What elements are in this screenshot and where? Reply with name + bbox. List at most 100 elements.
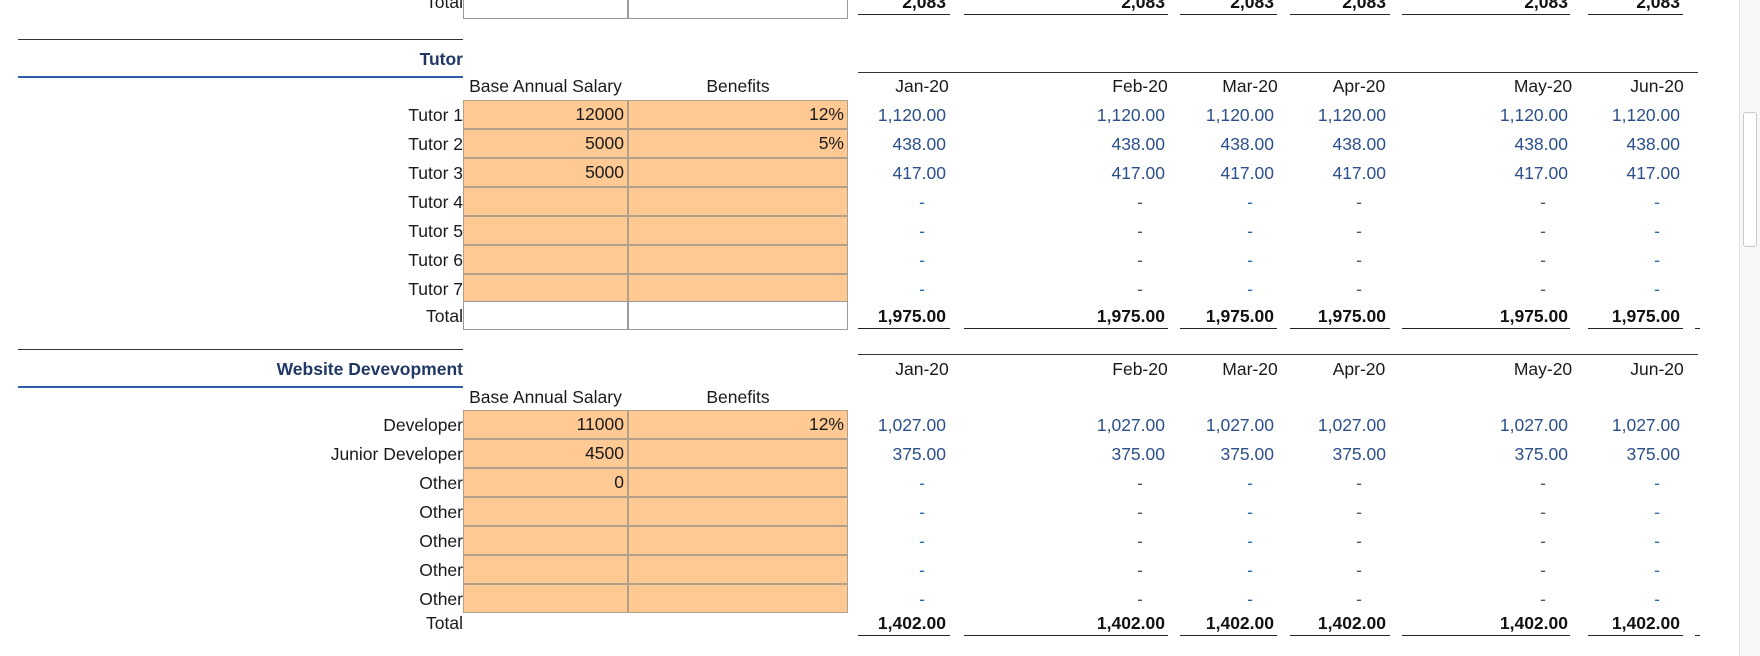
section-title: Website Devevopment [276,359,463,379]
salary-input[interactable] [463,555,628,584]
cell-value-empty: - [1540,531,1546,551]
cell-value-empty: - [1654,279,1660,299]
total-underline [1180,635,1277,636]
salary-input[interactable] [463,497,628,526]
cell-value-empty: - [1540,502,1546,522]
total-benefits-cell[interactable] [628,301,848,330]
benefits-input[interactable] [628,187,848,216]
cell-value-empty: - [1654,221,1660,241]
salary-input[interactable] [463,216,628,245]
salary-input[interactable]: 12000 [463,100,628,129]
benefits-input[interactable] [628,555,848,584]
cell-value: 417.00 [1626,163,1680,183]
cell-value-empty: - [1540,279,1546,299]
cell-value-empty: - [1137,473,1143,493]
cell-value-empty: - [1540,560,1546,580]
cell-value-empty: - [1356,192,1362,212]
cell-value-empty: - [1137,589,1143,609]
cell-value: 438.00 [1332,134,1386,154]
cell-value-empty: - [1247,473,1253,493]
top-benefits-cell[interactable] [628,0,848,19]
top-salary-cell[interactable] [463,0,628,19]
cell-value: 375.00 [1514,444,1568,464]
benefits-input[interactable] [628,468,848,497]
total-underline [1290,328,1390,329]
salary-input[interactable]: 0 [463,468,628,497]
total-salary-cell[interactable] [463,301,628,330]
salary-input[interactable] [463,584,628,613]
benefits-input[interactable] [628,584,848,613]
cell-value: 375.00 [892,444,946,464]
benefits-input[interactable]: 12% [628,410,848,439]
benefits-column-header: Benefits [706,76,770,96]
cell-value-empty: - [1247,560,1253,580]
total-value: 1,402.00 [1611,613,1680,633]
salary-input[interactable] [463,245,628,274]
benefits-input[interactable] [628,439,848,468]
benefits-input[interactable] [628,274,848,303]
cell-value: 417.00 [1111,163,1165,183]
benefits-input[interactable] [628,216,848,245]
cell-value-empty: - [919,192,925,212]
cell-value-empty: - [1137,502,1143,522]
cell-value-empty: - [1540,589,1546,609]
salary-input[interactable] [463,274,628,303]
cell-value-empty: - [919,473,925,493]
month-header: Apr-20 [1332,359,1386,379]
cell-value-empty: - [1137,531,1143,551]
top-total-underline [1588,14,1683,15]
total-underline [1290,635,1390,636]
salary-input[interactable] [463,187,628,216]
month-header: Apr-20 [1332,76,1386,96]
benefits-input[interactable] [628,526,848,555]
cell-value: 375.00 [1332,444,1386,464]
top-total-value: 2,083 [1636,0,1680,12]
top-total-value: 2,083 [1121,0,1165,12]
cell-value-empty: - [1247,531,1253,551]
cell-value-empty: - [1540,221,1546,241]
cell-value: 438.00 [1111,134,1165,154]
cell-value: 375.00 [1220,444,1274,464]
cell-value-empty: - [919,589,925,609]
benefits-input[interactable] [628,497,848,526]
salary-input[interactable]: 5000 [463,129,628,158]
cell-value: 417.00 [892,163,946,183]
cell-value-empty: - [1137,279,1143,299]
cell-value-empty: - [1247,502,1253,522]
salary-input[interactable]: 5000 [463,158,628,187]
benefits-input[interactable] [628,245,848,274]
row-label: Other [419,531,463,551]
benefits-input[interactable]: 12% [628,100,848,129]
benefits-input[interactable]: 5% [628,129,848,158]
cell-value: 417.00 [1514,163,1568,183]
scrollbar-thumb[interactable] [1743,112,1757,247]
cell-value-empty: - [919,502,925,522]
cell-value-empty: - [1654,250,1660,270]
cell-value-empty: - [1137,560,1143,580]
cell-value: 417.00 [1332,163,1386,183]
cell-value-empty: - [1654,502,1660,522]
total-value: 1,975.00 [1205,306,1274,326]
total-underline [858,635,950,636]
total-underline [1695,328,1700,329]
total-value: 1,402.00 [877,613,946,633]
cell-value-empty: - [1137,221,1143,241]
salary-input[interactable] [463,526,628,555]
vertical-scrollbar[interactable] [1739,0,1760,656]
salary-input[interactable]: 11000 [463,410,628,439]
cell-value: 1,120.00 [877,105,946,125]
row-label: Tutor 1 [408,105,463,125]
row-label: Tutor 7 [408,279,463,299]
benefits-input[interactable] [628,158,848,187]
month-header: May-20 [1513,76,1573,96]
cell-value-empty: - [1654,560,1660,580]
total-value: 1,402.00 [1096,613,1165,633]
cell-value-empty: - [919,250,925,270]
cell-value-empty: - [1654,192,1660,212]
month-header: Jun-20 [1630,359,1684,379]
cell-value-empty: - [1247,250,1253,270]
top-total-value: 2,083 [1524,0,1568,12]
top-total-underline [1180,14,1277,15]
cell-value: 438.00 [1220,134,1274,154]
salary-input[interactable]: 4500 [463,439,628,468]
